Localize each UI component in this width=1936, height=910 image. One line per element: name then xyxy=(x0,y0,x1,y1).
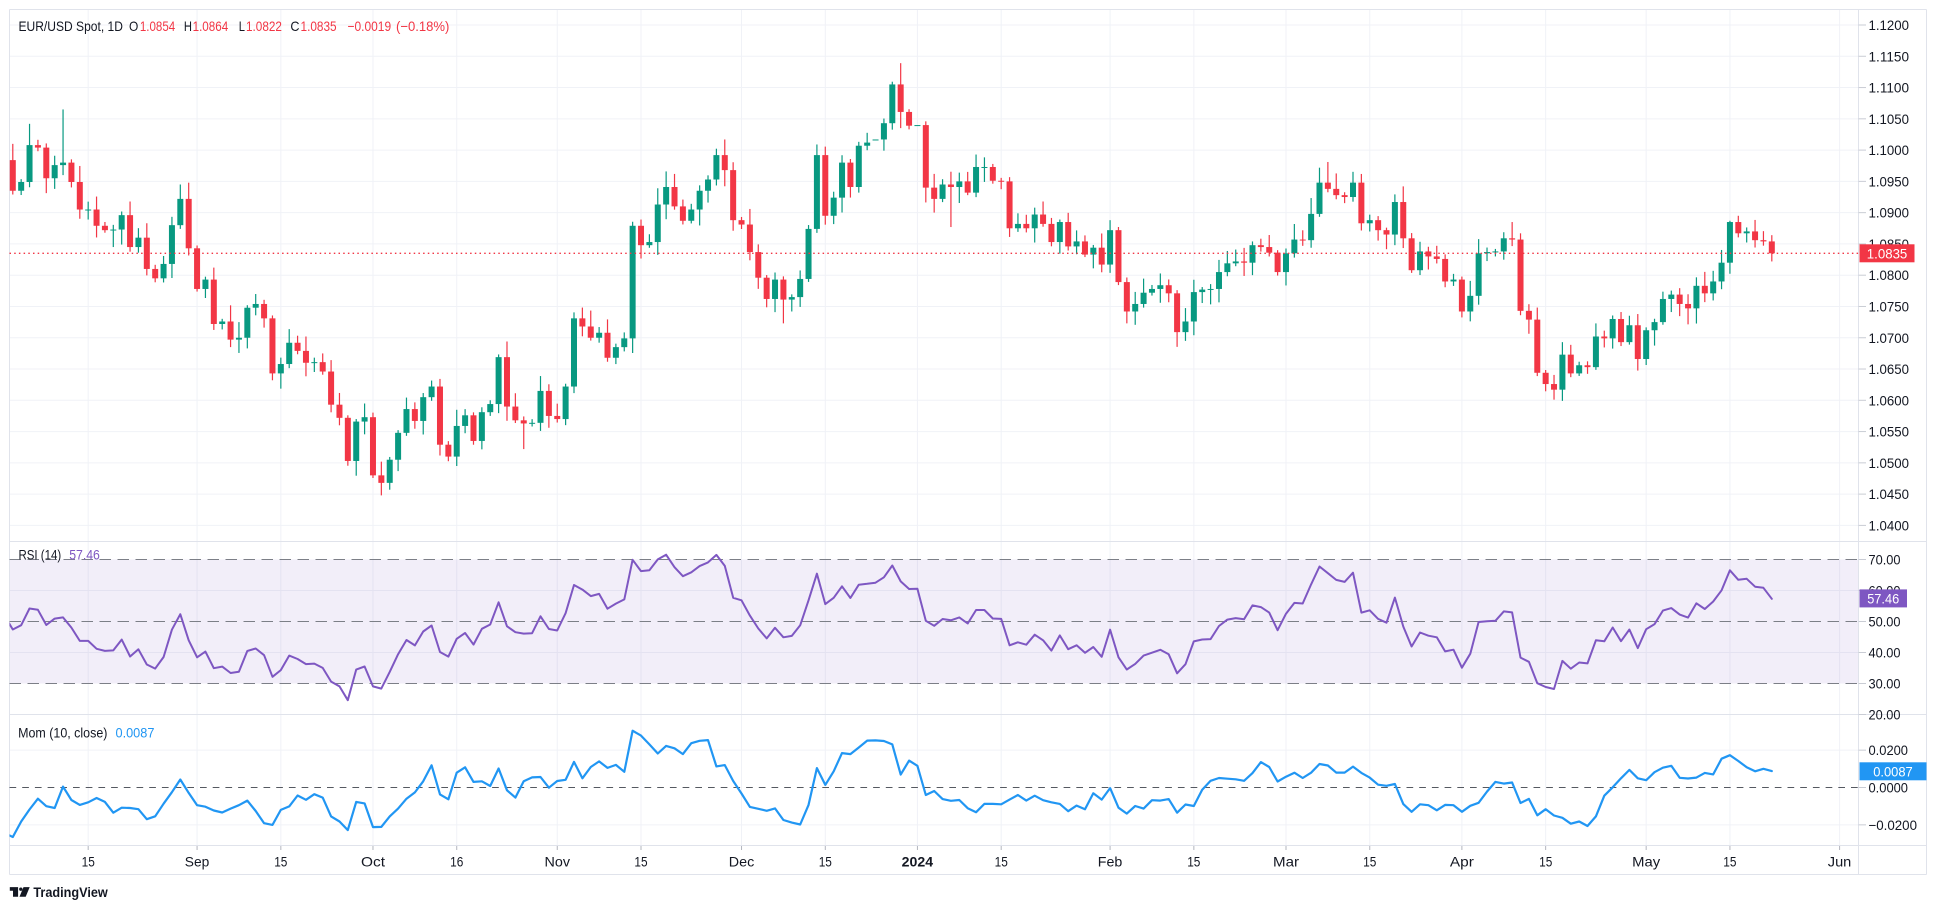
svg-text:15: 15 xyxy=(1363,853,1376,869)
svg-text:L: L xyxy=(239,18,245,34)
svg-text:1.1000: 1.1000 xyxy=(1869,142,1910,158)
svg-text:O: O xyxy=(129,18,138,34)
svg-text:15: 15 xyxy=(634,853,647,869)
svg-text:40.00: 40.00 xyxy=(1869,645,1901,661)
svg-text:Apr: Apr xyxy=(1450,853,1474,869)
svg-text:15: 15 xyxy=(1723,853,1736,869)
svg-text:1.0800: 1.0800 xyxy=(1869,267,1910,283)
svg-text:15: 15 xyxy=(819,853,832,869)
svg-text:70.00: 70.00 xyxy=(1869,552,1901,568)
svg-text:1.0864: 1.0864 xyxy=(193,18,229,34)
svg-text:1.1050: 1.1050 xyxy=(1869,111,1910,127)
svg-text:0.0087: 0.0087 xyxy=(1873,763,1913,779)
svg-text:1.0900: 1.0900 xyxy=(1869,205,1910,221)
svg-text:Feb: Feb xyxy=(1098,853,1123,869)
svg-text:Nov: Nov xyxy=(545,853,571,869)
svg-text:H: H xyxy=(184,18,192,34)
svg-text:−0.0200: −0.0200 xyxy=(1869,817,1918,833)
svg-text:15: 15 xyxy=(1187,853,1200,869)
svg-text:1.0700: 1.0700 xyxy=(1869,330,1910,346)
svg-text:Sep: Sep xyxy=(185,853,210,869)
svg-text:Mom (10, close): Mom (10, close) xyxy=(18,725,107,741)
svg-text:1.0835: 1.0835 xyxy=(1867,245,1908,261)
svg-text:30.00: 30.00 xyxy=(1869,676,1901,692)
svg-text:1.0400: 1.0400 xyxy=(1869,517,1910,533)
svg-text:1.0822: 1.0822 xyxy=(246,18,282,34)
svg-text:1.1150: 1.1150 xyxy=(1869,48,1910,64)
svg-text:1.1100: 1.1100 xyxy=(1869,80,1910,96)
svg-text:15: 15 xyxy=(995,853,1008,869)
svg-text:−0.0019: −0.0019 xyxy=(348,18,392,34)
svg-text:Jun: Jun xyxy=(1828,853,1852,869)
svg-text:15: 15 xyxy=(82,853,95,869)
svg-text:1.1200: 1.1200 xyxy=(1869,17,1910,33)
svg-text:TradingView: TradingView xyxy=(33,884,107,900)
svg-text:1.0600: 1.0600 xyxy=(1869,392,1910,408)
svg-text:Mar: Mar xyxy=(1273,853,1299,869)
svg-text:1.0750: 1.0750 xyxy=(1869,299,1910,315)
svg-text:1.0550: 1.0550 xyxy=(1869,424,1910,440)
svg-text:1.0450: 1.0450 xyxy=(1869,486,1910,502)
svg-text:15: 15 xyxy=(1539,853,1552,869)
svg-text:57.46: 57.46 xyxy=(1867,590,1899,606)
svg-text:2024: 2024 xyxy=(902,853,934,869)
svg-text:57.46: 57.46 xyxy=(69,547,100,563)
svg-text:1.0854: 1.0854 xyxy=(140,18,175,34)
svg-text:1.0650: 1.0650 xyxy=(1869,361,1910,377)
svg-text:May: May xyxy=(1632,853,1660,869)
svg-text:EUR/USD Spot, 1D: EUR/USD Spot, 1D xyxy=(19,18,123,34)
svg-text:C: C xyxy=(290,18,299,34)
svg-text:Oct: Oct xyxy=(361,853,385,869)
svg-text:0.0000: 0.0000 xyxy=(1869,780,1909,796)
svg-text:(−0.18%): (−0.18%) xyxy=(396,18,449,34)
svg-text:RSI (14): RSI (14) xyxy=(19,547,62,563)
svg-text:0.0200: 0.0200 xyxy=(1869,742,1909,758)
svg-text:15: 15 xyxy=(274,853,287,869)
svg-text:1.0835: 1.0835 xyxy=(301,18,337,34)
svg-text:1.0500: 1.0500 xyxy=(1869,455,1910,471)
svg-text:0.0087: 0.0087 xyxy=(116,725,155,741)
svg-text:50.00: 50.00 xyxy=(1869,614,1901,630)
svg-text:1.0950: 1.0950 xyxy=(1869,173,1910,189)
svg-text:20.00: 20.00 xyxy=(1869,707,1901,723)
svg-text:16: 16 xyxy=(450,853,463,869)
svg-text:Dec: Dec xyxy=(729,853,755,869)
